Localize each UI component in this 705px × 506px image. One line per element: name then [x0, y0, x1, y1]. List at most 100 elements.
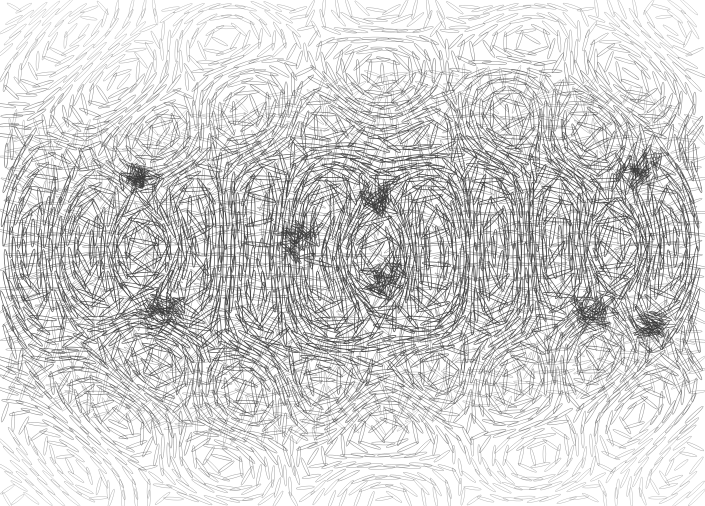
cross-hatch-mark [574, 79, 589, 93]
leaf-mark [666, 152, 684, 180]
leaf-mark [192, 100, 198, 129]
leaf-mark [269, 65, 290, 78]
leaf-mark [522, 4, 546, 9]
leaf-mark [271, 109, 287, 138]
leaf-mark [607, 46, 631, 53]
leaf-mark [654, 32, 674, 49]
leaf-mark [242, 41, 262, 57]
leaf-mark [286, 42, 297, 61]
leaf-mark [469, 40, 475, 62]
cross-hatch-mark [384, 96, 388, 116]
leaf-mark [159, 60, 169, 84]
leaf-mark [679, 124, 687, 152]
leaf-mark [116, 73, 131, 90]
leaf-mark [125, 134, 132, 162]
leaf-mark [141, 144, 168, 150]
cross-hatch-mark [602, 145, 625, 150]
cross-hatch-mark [49, 140, 57, 160]
leaf-mark [290, 148, 317, 166]
leaf-mark [42, 86, 61, 103]
leaf-mark [26, 108, 47, 121]
leaf-mark [89, 71, 104, 92]
leaf-mark [482, 13, 505, 24]
leaf-mark [239, 69, 267, 75]
leaf-mark [500, 68, 528, 75]
leaf-mark [478, 24, 498, 37]
cross-hatch-mark [233, 173, 252, 189]
leaf-mark [191, 21, 207, 40]
leaf-mark [663, 92, 674, 117]
leaf-mark [42, 0, 60, 18]
leaf-mark [276, 4, 296, 11]
cross-hatch-mark [501, 73, 507, 93]
leaf-mark [472, 82, 491, 105]
leaf-mark [589, 93, 616, 113]
cross-hatch-mark [436, 96, 440, 117]
leaf-mark [595, 24, 616, 32]
cross-hatch-mark [382, 117, 388, 140]
leaf-mark [232, 100, 237, 126]
leaf-mark [107, 87, 129, 99]
leaf-mark [408, 57, 413, 84]
leaf-mark [688, 124, 704, 147]
leaf-mark [68, 94, 74, 118]
leaf-mark [541, 20, 559, 36]
cross-hatch-mark [73, 129, 79, 148]
cross-hatch-mark [531, 135, 554, 142]
leaf-mark [293, 80, 303, 106]
leaf-mark [350, 82, 375, 100]
cross-hatch-mark [156, 134, 175, 143]
cross-hatch-mark [598, 98, 612, 113]
cross-hatch-mark [187, 141, 204, 154]
cross-hatch-mark [261, 105, 280, 110]
cross-hatch-mark [118, 122, 133, 136]
leaf-mark [563, 37, 568, 62]
leaf-mark [311, 20, 321, 38]
leaf-mark [117, 83, 138, 100]
leaf-mark [475, 122, 498, 149]
leaf-mark [75, 43, 95, 61]
leaf-mark [649, 160, 677, 176]
leaf-mark [471, 177, 505, 183]
leaf-mark [258, 163, 288, 175]
leaf-mark [3, 30, 22, 46]
leaf-mark [130, 21, 146, 36]
leaf-mark [135, 137, 154, 158]
cross-hatch-mark [482, 122, 502, 135]
leaf-mark [313, 177, 350, 182]
leaf-mark [32, 80, 54, 88]
cross-hatch-mark [211, 163, 233, 173]
leaf-mark [205, 25, 225, 36]
leaf-mark [338, 106, 363, 124]
cross-hatch-mark [328, 95, 340, 113]
leaf-mark [482, 91, 494, 120]
leaf-mark [571, 123, 584, 152]
leaf-mark [13, 76, 28, 93]
leaf-mark [484, 150, 517, 168]
leaf-mark [7, 101, 30, 106]
leaf-mark [376, 56, 401, 65]
cross-hatch-mark [184, 151, 200, 167]
leaf-mark [644, 10, 655, 29]
leaf-mark [289, 154, 308, 183]
leaf-mark [200, 81, 214, 105]
cross-hatch-mark [99, 168, 103, 190]
cross-hatch-mark [486, 148, 497, 170]
leaf-mark [213, 66, 239, 79]
leaf-mark [253, 70, 279, 77]
leaf-mark [249, 11, 268, 26]
cross-hatch-mark [160, 149, 174, 167]
cross-hatch-mark [460, 166, 484, 175]
cross-hatch-mark [4, 147, 25, 153]
leaf-mark [580, 9, 589, 27]
leaf-mark [144, 41, 156, 61]
leaf-mark [284, 81, 289, 109]
leaf-mark [211, 150, 239, 161]
leaf-mark [406, 12, 425, 27]
cross-hatch-mark [58, 150, 67, 169]
leaf-mark [370, 46, 398, 51]
leaf-mark [78, 147, 89, 170]
cross-hatch-mark [121, 148, 142, 152]
leaf-mark [118, 104, 142, 124]
leaf-mark [451, 73, 469, 92]
